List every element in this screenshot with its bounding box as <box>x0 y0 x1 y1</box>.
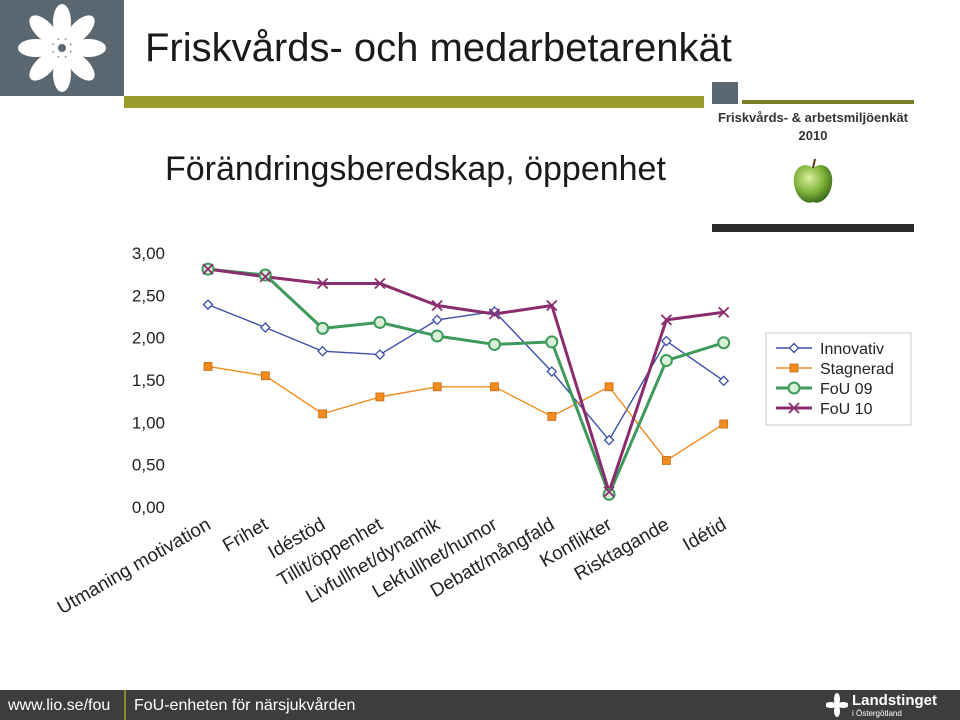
legend-marker <box>789 363 799 373</box>
footer-brand: Landstinget <box>852 692 937 709</box>
data-point <box>490 382 499 392</box>
apple-icon <box>793 158 833 203</box>
series-line-stagnerad <box>207 365 725 462</box>
data-point <box>431 314 443 326</box>
data-point <box>603 434 615 446</box>
legend-marker <box>788 402 800 414</box>
page-title: Friskvårds- och medarbetarenkät <box>145 26 732 70</box>
data-point <box>660 335 672 347</box>
mini-logo-icon <box>712 82 738 104</box>
y-tick-label: 2,50 <box>132 286 165 305</box>
data-point <box>259 322 271 333</box>
data-point <box>317 345 329 357</box>
data-point <box>203 362 213 371</box>
badge-accent-bar <box>742 100 914 104</box>
line-chart: 0,00 0,50 1,00 1,50 2,00 2,50 3,00 Utmaning mo… <box>54 244 912 619</box>
survey-badge: Friskvårds- & arbetsmiljöenkät 2010 <box>712 82 914 232</box>
page-subtitle: Förändringsberedskap, öppenhet <box>165 150 666 188</box>
x-category-label: Idétid <box>679 514 730 555</box>
y-tick-label: 2,00 <box>132 329 165 348</box>
data-point <box>602 487 616 501</box>
data-point <box>659 354 673 368</box>
data-point <box>316 277 329 290</box>
series-line-fou-10 <box>207 267 724 494</box>
data-point <box>374 277 386 290</box>
header-accent-bar <box>124 96 704 108</box>
badge-year: 2010 <box>798 128 828 143</box>
snowflake-logo-icon <box>18 4 106 92</box>
legend-label: Innovativ <box>820 341 884 358</box>
data-point <box>488 308 501 320</box>
legend-marker <box>787 381 801 395</box>
landstinget-logo-icon <box>826 693 848 717</box>
y-tick-label: 0,00 <box>132 498 165 517</box>
data-point <box>318 409 328 419</box>
data-point <box>546 366 558 377</box>
data-point <box>202 299 214 311</box>
y-tick-label: 1,00 <box>132 413 165 432</box>
data-point <box>603 486 615 498</box>
footer-brand-sub: i Östergötland <box>852 709 902 718</box>
data-point <box>259 271 271 283</box>
data-point <box>374 349 386 361</box>
data-point <box>546 299 558 312</box>
legend-label: FoU 09 <box>820 381 873 398</box>
data-point <box>488 337 501 351</box>
series-line-innovativ <box>207 303 725 441</box>
data-point <box>316 321 330 335</box>
data-point <box>260 371 270 381</box>
data-point <box>258 268 272 282</box>
legend-label: Stagnerad <box>820 361 894 378</box>
organization-logo <box>0 0 124 96</box>
data-point <box>373 315 387 329</box>
y-tick-label: 1,50 <box>132 371 165 390</box>
data-point <box>660 314 673 326</box>
footer-separator <box>124 690 126 720</box>
data-point <box>545 335 559 349</box>
series-line-fou-09 <box>207 267 725 496</box>
footer-bar: www.lio.se/fou FoU-enheten för närsjukvå… <box>0 690 960 720</box>
y-tick-label: 0,50 <box>132 456 165 475</box>
legend-label: FoU 10 <box>820 401 873 418</box>
x-category-label: Frihet <box>219 514 272 557</box>
data-point <box>202 263 214 275</box>
data-point <box>717 336 731 350</box>
badge-title: Friskvårds- & arbetsmiljöenkät <box>717 110 909 125</box>
data-point <box>604 382 614 392</box>
data-point <box>719 419 729 429</box>
footer-unit-name: FoU-enheten för närsjukvården <box>134 697 356 714</box>
data-point <box>662 456 671 465</box>
footer-url-link[interactable]: www.lio.se/fou <box>8 697 111 714</box>
legend-marker <box>788 342 800 354</box>
badge-footer-strip <box>712 224 914 232</box>
data-point <box>430 329 444 343</box>
data-point <box>431 299 443 312</box>
data-point <box>718 306 730 318</box>
data-point <box>432 382 442 392</box>
data-point <box>547 412 557 421</box>
data-point <box>718 375 730 387</box>
y-tick-label: 3,00 <box>132 244 165 263</box>
x-category-label: Utmaning motivation <box>54 514 214 619</box>
data-point <box>375 392 385 402</box>
